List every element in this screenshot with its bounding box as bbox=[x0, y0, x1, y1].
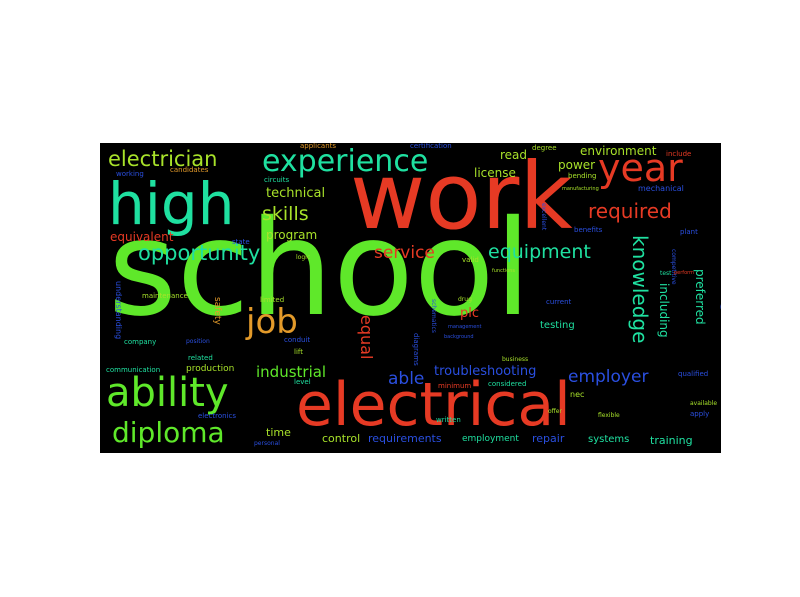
word-repair: repair bbox=[532, 432, 565, 445]
word-schematics: schematics bbox=[430, 299, 437, 333]
word-flexible: flexible bbox=[598, 412, 620, 419]
word-electrical: electrical bbox=[296, 370, 571, 440]
word-background: background bbox=[444, 334, 474, 340]
word-school: school bbox=[108, 192, 532, 346]
word-working: working bbox=[116, 170, 144, 178]
word-company: company bbox=[124, 338, 157, 346]
word-service: service bbox=[374, 243, 435, 263]
word-ability: ability bbox=[106, 370, 229, 416]
word-testing: testing bbox=[540, 320, 575, 331]
word-equipment: equipment bbox=[488, 241, 591, 263]
word-license: license bbox=[474, 166, 516, 180]
word-electrician: electrician bbox=[108, 147, 218, 171]
word-maintenance: maintenance bbox=[142, 292, 188, 300]
word-preferred: preferred bbox=[693, 269, 707, 325]
word-systems: systems bbox=[588, 434, 630, 445]
word-lift: lift bbox=[294, 348, 303, 356]
word-diagrams: diagrams bbox=[412, 333, 420, 366]
word-able: able bbox=[388, 369, 425, 389]
word-program: program bbox=[266, 228, 318, 242]
word-manufacturing: manufacturing bbox=[562, 186, 599, 192]
word-plant: plant bbox=[680, 228, 698, 236]
word-level: level bbox=[294, 378, 311, 386]
word-mechanical: mechanical bbox=[638, 184, 684, 193]
word-considered: considered bbox=[488, 380, 527, 388]
word-business: business bbox=[502, 356, 529, 363]
word-nec: nec bbox=[570, 390, 585, 399]
word-industrial: industrial bbox=[256, 363, 327, 381]
word-logic: logic bbox=[296, 254, 311, 261]
word-wiring: wiring bbox=[719, 261, 721, 313]
word-current: current bbox=[546, 298, 572, 306]
word-management: management bbox=[448, 324, 482, 330]
word-apply: apply bbox=[690, 410, 710, 418]
word-plc: plc bbox=[460, 306, 480, 321]
word-drug: drug bbox=[458, 296, 472, 303]
word-knowledge: knowledge bbox=[628, 235, 652, 344]
word-available: available bbox=[690, 400, 718, 407]
word-including: including bbox=[657, 283, 671, 338]
word-job: job bbox=[246, 302, 298, 342]
word-employer: employer bbox=[568, 367, 649, 387]
word-equivalent: equivalent bbox=[110, 230, 174, 244]
word-technical: technical bbox=[266, 186, 326, 201]
word-excellent: excellent bbox=[540, 203, 547, 231]
word-read: read bbox=[500, 148, 528, 162]
word-qualified: qualified bbox=[678, 370, 709, 378]
word-requirements: requirements bbox=[368, 432, 442, 445]
word-troubleshooting: troubleshooting bbox=[434, 364, 537, 379]
word-required: required bbox=[588, 199, 672, 223]
word-training: training bbox=[650, 434, 693, 447]
word-perform: perform bbox=[674, 270, 694, 276]
word-related: related bbox=[188, 354, 213, 362]
word-production: production bbox=[186, 364, 235, 374]
word-circuits: circuits bbox=[264, 176, 290, 184]
word-written: written bbox=[436, 416, 461, 424]
word-offer: offer bbox=[548, 408, 562, 415]
word-include: include bbox=[666, 150, 692, 158]
word-personal: personal bbox=[254, 440, 280, 447]
word-valid: valid bbox=[462, 256, 479, 264]
word-candidates: candidates bbox=[170, 166, 209, 174]
word-applicants: applicants bbox=[300, 143, 337, 150]
word-conduit: conduit bbox=[284, 336, 311, 344]
word-high: high bbox=[108, 170, 235, 238]
word-skills: skills bbox=[262, 203, 309, 225]
word-control: control bbox=[322, 432, 361, 445]
word-electronics: electronics bbox=[198, 412, 237, 420]
word-communication: communication bbox=[106, 366, 161, 374]
word-opportunity: opportunity bbox=[138, 241, 261, 265]
word-employment: employment bbox=[462, 434, 519, 444]
word-understanding: understanding bbox=[114, 281, 123, 340]
word-bending: bending bbox=[568, 172, 597, 180]
word-time: time bbox=[266, 426, 291, 439]
word-year: year bbox=[598, 146, 683, 190]
word-minimum: minimum bbox=[438, 382, 472, 390]
word-safety: safety bbox=[212, 297, 222, 325]
word-degree: degree bbox=[532, 144, 557, 152]
word-competitive: competitive bbox=[670, 249, 677, 285]
word-experience: experience bbox=[262, 144, 429, 179]
word-certification: certification bbox=[410, 143, 452, 150]
word-test: test bbox=[660, 270, 672, 277]
word-cloud: school work high electrical ability expe… bbox=[100, 143, 721, 453]
word-state: state bbox=[232, 238, 250, 246]
word-limited: limited bbox=[260, 296, 285, 304]
word-work: work bbox=[350, 143, 573, 250]
word-environment: environment bbox=[580, 144, 657, 158]
word-functions: functions bbox=[492, 268, 516, 274]
word-position: position bbox=[186, 338, 210, 345]
word-power: power bbox=[558, 158, 596, 172]
word-diploma: diploma bbox=[112, 416, 225, 449]
word-benefits: benefits bbox=[574, 226, 603, 234]
word-equal: equal bbox=[357, 315, 376, 360]
